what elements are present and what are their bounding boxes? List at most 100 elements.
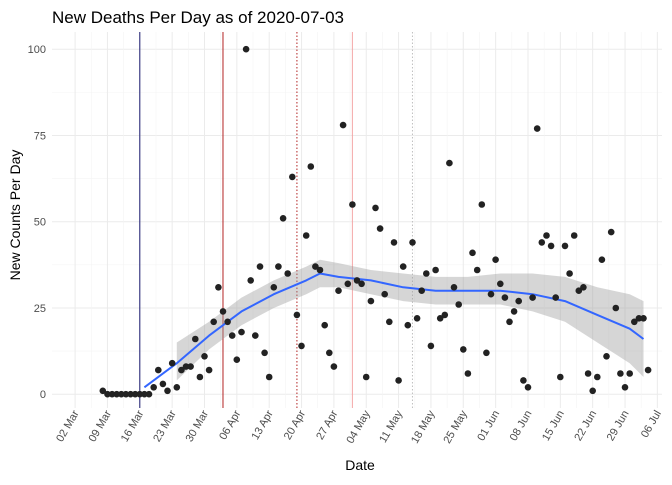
- data-point: [339, 121, 347, 129]
- data-point: [136, 390, 144, 398]
- data-point: [607, 228, 615, 236]
- grid: [52, 32, 662, 408]
- x-tick-label: 01 Jun: [475, 409, 502, 444]
- x-tick-label: 22 Jun: [572, 409, 599, 444]
- data-point: [557, 373, 564, 381]
- x-axis-label: Date: [345, 457, 375, 473]
- data-point: [460, 346, 467, 353]
- data-point: [436, 315, 444, 322]
- data-point: [584, 370, 592, 377]
- data-point: [127, 390, 134, 398]
- data-point: [520, 377, 527, 384]
- data-point: [501, 294, 509, 301]
- data-point: [566, 270, 573, 277]
- data-point: [617, 370, 624, 377]
- x-tick-label: 30 Mar: [184, 408, 212, 444]
- data-point: [265, 373, 273, 381]
- data-point: [446, 159, 453, 167]
- data-point: [594, 373, 601, 381]
- data-point: [210, 318, 217, 326]
- event-lines: [139, 32, 413, 408]
- data-point: [510, 308, 518, 315]
- data-point: [473, 266, 481, 274]
- data-point: [302, 232, 310, 239]
- data-point: [141, 390, 148, 398]
- data-point: [349, 201, 356, 208]
- smooth-line: [143, 272, 645, 389]
- y-tick-label: 50: [34, 217, 46, 229]
- data-point: [640, 315, 647, 322]
- data-point: [326, 349, 333, 357]
- data-point: [441, 311, 449, 319]
- data-point: [164, 387, 171, 395]
- data-point: [399, 263, 407, 270]
- data-point: [298, 342, 305, 350]
- data-point: [353, 277, 361, 284]
- data-point: [312, 263, 319, 270]
- data-point: [335, 287, 342, 295]
- data-point: [469, 249, 476, 257]
- data-point: [131, 390, 139, 398]
- x-tick-label: 18 May: [409, 408, 438, 446]
- data-point: [113, 390, 120, 398]
- data-point: [418, 287, 426, 295]
- y-axis-label: New Counts Per Day: [7, 150, 23, 281]
- data-point: [432, 266, 439, 274]
- data-point: [621, 384, 629, 391]
- x-tick-label: 13 Apr: [249, 408, 275, 442]
- data-point: [145, 390, 153, 398]
- data-point: [256, 263, 264, 270]
- data-point: [279, 215, 287, 222]
- data-point: [603, 353, 610, 360]
- data-point: [543, 232, 550, 239]
- data-point: [159, 380, 167, 388]
- y-tick-label: 25: [34, 303, 46, 315]
- data-point: [427, 342, 435, 350]
- data-point: [330, 363, 338, 370]
- data-point: [104, 390, 111, 398]
- data-point: [201, 353, 208, 360]
- data-point: [293, 311, 301, 319]
- data-point: [367, 297, 375, 305]
- data-point: [182, 363, 190, 370]
- data-point: [219, 308, 227, 315]
- data-point: [270, 284, 278, 291]
- data-point: [242, 45, 250, 53]
- data-point: [316, 266, 324, 274]
- data-point: [589, 387, 596, 395]
- x-tick-label: 16 Mar: [119, 408, 147, 444]
- x-tick-label: 29 Jun: [605, 409, 632, 444]
- data-point: [492, 256, 499, 264]
- data-point: [570, 232, 578, 239]
- data-point: [404, 321, 412, 329]
- data-point: [187, 363, 194, 370]
- y-tick-label: 100: [28, 44, 46, 56]
- data-point: [372, 204, 379, 212]
- data-point: [524, 384, 532, 391]
- data-point: [247, 277, 254, 284]
- data-point: [552, 294, 559, 301]
- data-point: [155, 366, 162, 374]
- data-point: [362, 373, 370, 381]
- data-point: [631, 318, 638, 326]
- data-point: [192, 335, 199, 343]
- data-point: [635, 315, 643, 322]
- data-point: [533, 125, 541, 132]
- data-point: [252, 332, 259, 339]
- data-point: [478, 201, 486, 208]
- data-point: [464, 370, 472, 377]
- y-tick-labels: 0 25 50 75 100: [28, 44, 46, 401]
- x-tick-label: 25 May: [441, 408, 470, 446]
- data-point: [122, 390, 130, 398]
- data-point: [150, 384, 157, 391]
- data-point: [598, 256, 606, 264]
- data-point: [580, 284, 587, 291]
- data-point: [108, 390, 116, 398]
- x-tick-label: 11 May: [377, 408, 405, 445]
- data-point: [284, 270, 292, 277]
- data-point: [321, 321, 329, 329]
- y-tick-label: 75: [34, 130, 46, 142]
- data-point: [450, 284, 458, 291]
